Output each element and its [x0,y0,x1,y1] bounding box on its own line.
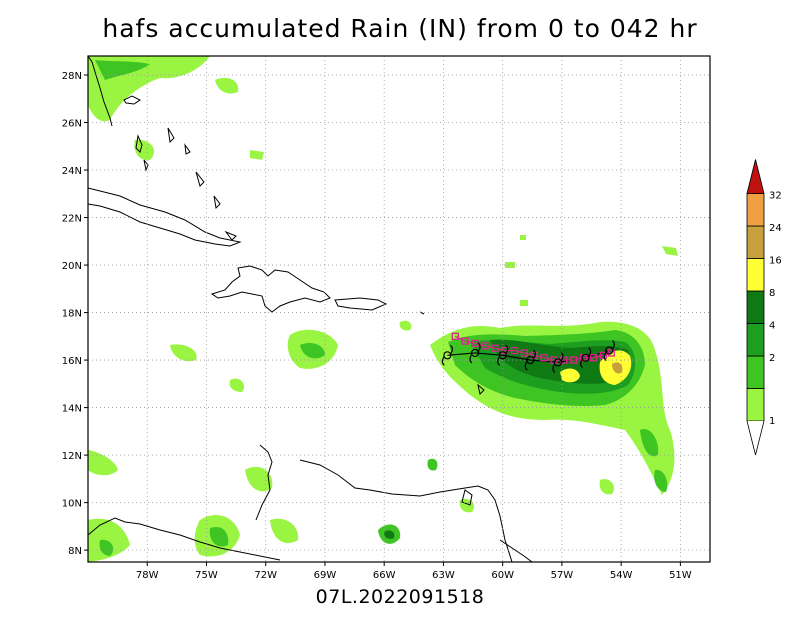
lon-tick-label: 72W [254,570,277,581]
legend-label: 16 [769,256,782,267]
legend-top-triangle [746,159,765,194]
lon-tick-label: 51W [669,570,692,581]
legend-label: 32 [769,191,782,202]
lat-tick-label: 10N [62,499,82,510]
map-title: hafs accumulated Rain (IN) from 0 to 042… [102,14,698,43]
hurricane-symbol [552,351,564,373]
southern-rain-patches [88,450,615,562]
legend-label: 2 [769,353,775,364]
hurricane-symbol [469,342,481,364]
axis-ticks: 78W 75W 72W 69W 66W 63W 60W 57W 54W 51W 8N 10N 12N 14… [62,71,692,581]
observed-track-point [520,349,529,357]
lon-tick-label: 57W [551,570,574,581]
lat-lon-grid [88,56,710,562]
lat-tick-label: 24N [62,166,82,177]
lat-tick-label: 14N [62,404,82,415]
northwest-rain-patches [88,56,264,161]
observed-track-point [570,356,578,364]
coastlines [88,56,533,562]
central-rain-patches [170,329,338,392]
observed-track-point [607,349,615,357]
plot-background [88,56,710,562]
lon-tick-label: 69W [314,570,337,581]
hurricane-symbol [603,340,615,362]
lat-tick-label: 28N [62,71,82,82]
plot-frame [87,55,711,563]
storm-track [441,332,615,373]
legend-label: 8 [769,288,775,299]
lon-tick-label: 63W [432,570,455,581]
lon-tick-label: 78W [136,570,159,581]
legend-label: 4 [769,321,775,332]
lat-tick-label: 26N [62,119,82,130]
hurricane-symbol [497,344,509,366]
lat-tick-label: 22N [62,214,82,225]
legend-swatch [746,355,765,389]
observed-track-point [589,354,598,362]
lon-tick-label: 75W [195,570,218,581]
hurricane-symbol [580,347,592,369]
observed-track-point [540,354,548,362]
hurricane-symbol [524,349,536,371]
hurricane-symbol [441,344,453,366]
observed-track-point [599,351,608,359]
storm-id-label: 07L.2022091518 [315,586,485,608]
lat-tick-label: 12N [62,451,82,462]
lon-tick-label: 54W [610,570,633,581]
observed-track-point [451,332,459,340]
observed-track-point [461,337,469,345]
legend-label: 1 [769,416,775,427]
legend-swatch [746,225,765,259]
legend-swatch [746,258,765,292]
lon-tick-label: 66W [373,570,396,581]
lat-tick-label: 18N [62,309,82,320]
lat-tick-label: 16N [62,356,82,367]
observed-track-point [491,344,499,352]
lat-tick-label: 20N [62,261,82,272]
legend-bottom-triangle [746,420,765,456]
legend-swatch [746,388,765,422]
lon-tick-label: 60W [491,570,514,581]
legend-swatch [746,323,765,357]
legend-swatch [746,193,765,227]
observed-track-point [481,342,489,350]
observed-track-point [510,346,519,355]
lat-tick-label: 8N [68,546,82,557]
legend-swatch [746,290,765,324]
legend-label: 24 [769,223,782,234]
